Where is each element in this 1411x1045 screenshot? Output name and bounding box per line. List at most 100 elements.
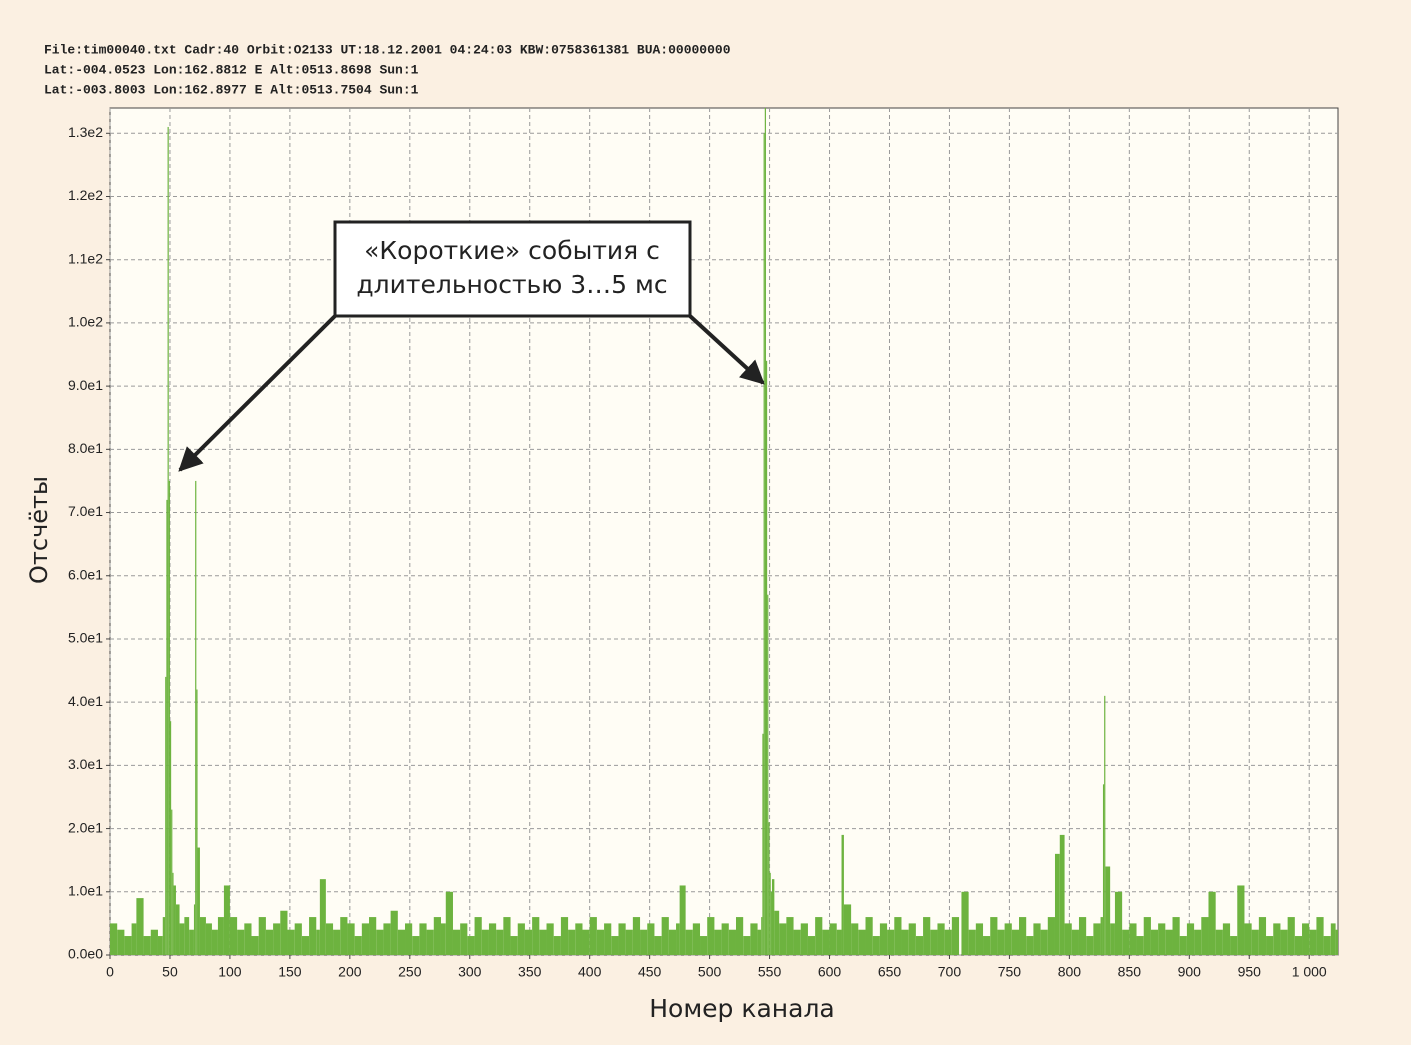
bar xyxy=(175,904,180,955)
y-tick-label: 1.3e2 xyxy=(68,124,103,140)
bar xyxy=(1302,923,1310,955)
bar xyxy=(887,929,895,955)
bar xyxy=(244,923,252,955)
y-tick-label: 8.0e1 xyxy=(68,440,103,456)
x-tick-label: 200 xyxy=(338,964,362,980)
arrow xyxy=(178,314,337,472)
header-line: Lat:-004.0523 Lon:162.8812 E Alt:0513.86… xyxy=(44,62,419,77)
bar xyxy=(168,480,170,955)
bar xyxy=(1309,929,1317,955)
bar xyxy=(768,822,770,955)
y-tick-label: 7.0e1 xyxy=(68,503,103,519)
y-tick-label: 6.0e1 xyxy=(68,566,103,582)
bar xyxy=(376,929,384,955)
bar xyxy=(340,917,348,955)
bar xyxy=(309,917,317,955)
bar xyxy=(301,936,310,955)
bar xyxy=(765,360,768,955)
bar xyxy=(625,929,633,955)
bar xyxy=(171,809,173,955)
bar xyxy=(901,929,909,955)
bar xyxy=(217,917,224,955)
bar xyxy=(179,923,185,955)
bar xyxy=(1150,929,1159,955)
y-axis-label: Отсчёты xyxy=(25,476,53,584)
bar xyxy=(1294,936,1303,955)
bar xyxy=(763,133,765,956)
bar xyxy=(481,929,489,955)
bar xyxy=(654,936,662,955)
bar xyxy=(397,929,406,955)
bar xyxy=(843,904,852,955)
x-axis-label: Номер канала xyxy=(649,994,835,1023)
bar xyxy=(1122,929,1130,955)
bar xyxy=(510,936,518,955)
bar xyxy=(1011,929,1020,955)
y-tick-label: 2.0e1 xyxy=(68,819,103,835)
bar xyxy=(668,929,677,955)
bar xyxy=(728,929,736,955)
bar xyxy=(771,879,775,955)
bar xyxy=(196,689,198,955)
y-tick-label: 1.0e1 xyxy=(68,882,103,898)
x-tick-label: 600 xyxy=(818,964,842,980)
bar xyxy=(779,923,787,955)
bar xyxy=(1273,923,1281,955)
bar xyxy=(761,917,763,955)
bar xyxy=(1201,917,1209,955)
bar xyxy=(841,834,844,955)
bar xyxy=(800,923,808,955)
bar xyxy=(975,923,984,955)
bar xyxy=(162,917,166,955)
bar xyxy=(1047,917,1055,955)
x-tick-label: 450 xyxy=(638,964,662,980)
bar xyxy=(951,917,960,955)
x-tick-label: 950 xyxy=(1238,964,1262,980)
bar xyxy=(858,929,866,955)
bar xyxy=(1172,917,1180,955)
bar xyxy=(173,885,176,955)
bar xyxy=(923,917,931,955)
bar xyxy=(1136,936,1144,955)
bar xyxy=(714,929,722,955)
bar xyxy=(197,847,200,955)
bar xyxy=(369,917,377,955)
y-tick-label: 0.0e0 xyxy=(68,946,103,962)
bar xyxy=(1040,929,1048,955)
bar xyxy=(721,923,729,955)
bar xyxy=(412,936,420,955)
bar xyxy=(676,923,680,955)
bar xyxy=(618,923,626,955)
bar xyxy=(1287,917,1295,955)
bar xyxy=(532,917,540,955)
bar xyxy=(822,929,830,955)
bar xyxy=(589,917,597,955)
bar xyxy=(143,936,151,955)
bar xyxy=(894,917,902,955)
bar xyxy=(568,929,576,955)
bar xyxy=(707,917,715,955)
bar xyxy=(1078,917,1087,955)
bar xyxy=(1230,936,1238,955)
bar xyxy=(440,923,446,955)
bar xyxy=(679,885,686,955)
bar xyxy=(1194,929,1202,955)
bar xyxy=(1323,936,1331,955)
bar xyxy=(460,923,468,955)
bar xyxy=(596,929,605,955)
bar xyxy=(1186,923,1195,955)
x-tick-label: 700 xyxy=(938,964,962,980)
bar xyxy=(117,929,125,955)
bar xyxy=(692,923,701,955)
plot-area xyxy=(109,107,1339,956)
bar xyxy=(743,936,751,955)
bar xyxy=(1215,929,1223,955)
bar xyxy=(774,910,780,955)
bar xyxy=(1129,923,1137,955)
bar xyxy=(251,936,259,955)
bar xyxy=(1244,923,1252,955)
y-tick-label: 4.0e1 xyxy=(68,693,103,709)
bar xyxy=(172,872,174,955)
header-line: Lat:-003.8003 Lon:162.8977 E Alt:0513.75… xyxy=(44,82,419,97)
